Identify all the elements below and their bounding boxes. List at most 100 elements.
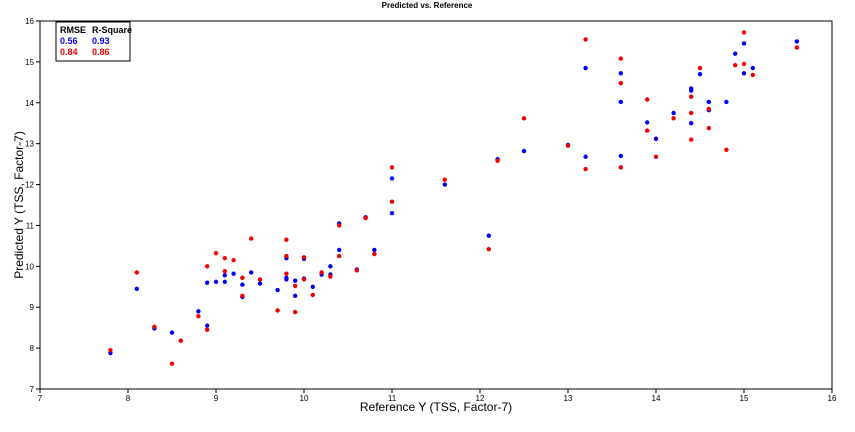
scatter-point	[337, 253, 342, 259]
y-tick-label: 7	[30, 385, 35, 394]
scatter-point	[706, 99, 711, 105]
y-tick-label: 12	[25, 181, 34, 190]
y-tick-label: 10	[25, 262, 34, 271]
scatter-point	[495, 158, 500, 164]
scatter-point	[205, 280, 210, 285]
x-tick-label: 14	[652, 394, 661, 403]
scatter-point	[486, 246, 491, 252]
x-tick-label: 10	[300, 394, 309, 403]
y-tick-label: 11	[26, 221, 35, 230]
scatter-point	[697, 71, 703, 77]
scatter-point	[222, 279, 227, 285]
scatter-point	[196, 314, 201, 319]
scatter-point	[689, 137, 694, 142]
scatter-point	[257, 281, 263, 286]
y-axis: 7 8 9 10 11 12 13 14 15 16	[25, 17, 40, 394]
scatter-point	[583, 154, 588, 159]
scatter-point	[618, 153, 623, 159]
scatter-point	[733, 62, 738, 68]
scatter-point	[134, 286, 139, 292]
y-tick-label: 16	[25, 17, 34, 26]
scatter-point	[196, 309, 201, 314]
scatter-point	[310, 292, 315, 298]
scatter-point	[724, 147, 729, 152]
scatter-point	[689, 88, 694, 93]
scatter-point	[671, 110, 676, 116]
scatter-point	[249, 270, 254, 275]
x-tick-label: 12	[476, 394, 485, 403]
x-axis-title: Reference Y (TSS, Factor-7)	[360, 400, 512, 414]
scatter-point	[794, 45, 799, 50]
scatter-point	[389, 176, 395, 181]
scatter-point	[750, 65, 755, 71]
scatter-point	[213, 279, 219, 285]
scatter-point	[442, 177, 447, 182]
x-tick-label: 7	[38, 394, 43, 403]
x-tick-label: 9	[214, 394, 219, 403]
scatter-point	[583, 37, 588, 42]
scatter-point	[301, 277, 307, 282]
legend: RMSE R-Square 0.56 0.93 0.84 0.86	[55, 21, 132, 62]
scatter-point	[354, 268, 359, 273]
y-tick-label: 15	[25, 58, 34, 67]
x-tick-label: 16	[828, 394, 837, 403]
scatter-point	[741, 71, 747, 76]
scatter-point	[284, 271, 289, 276]
scatter-point	[618, 56, 623, 61]
plot-area	[39, 20, 833, 390]
scatter-point	[689, 110, 694, 116]
scatter-point	[583, 65, 588, 71]
y-tick-label: 9	[30, 303, 35, 312]
scatter-point	[222, 269, 227, 274]
scatter-point	[689, 121, 694, 126]
scatter-point	[293, 293, 298, 298]
scatter-point	[689, 94, 694, 99]
y-tick-label: 13	[25, 140, 34, 149]
scatter-point	[284, 275, 289, 280]
scatter-point	[372, 251, 377, 257]
scatter-point	[134, 270, 139, 275]
legend-header-rsquare: R-Square	[92, 25, 132, 35]
scatter-point	[231, 258, 236, 263]
scatter-point	[222, 273, 227, 278]
scatter-point	[671, 116, 676, 121]
series-red	[108, 30, 799, 366]
scatter-point	[169, 361, 175, 366]
scatter-point	[284, 253, 289, 259]
scatter-point	[653, 154, 659, 159]
scatter-point	[733, 51, 738, 56]
scatter-point	[310, 284, 315, 289]
scatter-point	[521, 116, 527, 121]
scatter-point	[363, 215, 368, 221]
scatter-point	[240, 293, 245, 298]
scatter-point	[222, 255, 227, 261]
scatter-point	[240, 275, 245, 280]
scatter-point	[583, 166, 588, 172]
scatter-point	[618, 80, 623, 86]
scatter-point	[213, 251, 219, 256]
legend-rmse-blue: 0.56	[60, 36, 78, 46]
scatter-point	[618, 165, 623, 170]
scatter-point	[389, 165, 395, 170]
scatter-point	[205, 323, 210, 328]
x-tick-label: 8	[126, 394, 131, 403]
scatter-point	[152, 324, 157, 330]
scatter-point	[301, 255, 307, 260]
scatter-point	[337, 247, 342, 253]
scatter-point	[741, 61, 747, 67]
scatter-point	[205, 327, 210, 332]
scatter-point	[372, 247, 377, 253]
scatter-point	[240, 282, 245, 287]
legend-rsquare-blue: 0.93	[92, 36, 110, 46]
scatter-point	[275, 287, 280, 293]
scatter-point	[697, 65, 703, 71]
scatter-point	[284, 237, 289, 242]
scatter-point	[205, 264, 210, 269]
scatter-point	[794, 39, 799, 44]
legend-header-rmse: RMSE	[60, 25, 86, 35]
scatter-point	[618, 71, 623, 76]
scatter-point	[293, 309, 298, 315]
scatter-point	[169, 330, 175, 335]
